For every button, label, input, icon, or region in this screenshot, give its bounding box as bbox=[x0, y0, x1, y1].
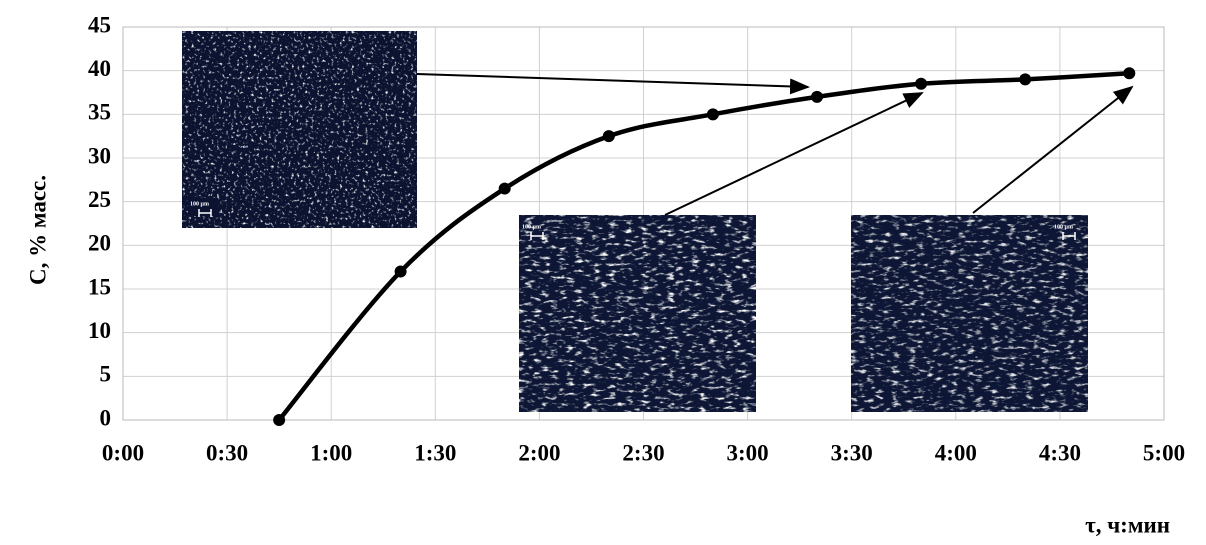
x-tick-label: 5:00 bbox=[1143, 440, 1185, 465]
data-point bbox=[915, 77, 928, 90]
y-tick-label: 45 bbox=[88, 12, 111, 37]
photo-texture bbox=[519, 215, 756, 412]
data-point bbox=[811, 90, 823, 103]
series-line bbox=[277, 71, 1130, 422]
plot-border bbox=[122, 26, 1165, 421]
y-tick-label: 10 bbox=[88, 318, 111, 343]
y-tick-label: 20 bbox=[88, 231, 111, 256]
y-tick-label: 15 bbox=[88, 274, 111, 299]
y-tick-label: 0 bbox=[100, 405, 112, 430]
y-tick-label: 5 bbox=[100, 362, 112, 387]
x-tick-label: 1:30 bbox=[414, 440, 456, 465]
x-tick-label: 2:00 bbox=[518, 440, 560, 465]
photo-texture bbox=[851, 215, 1088, 412]
data-point bbox=[1123, 67, 1136, 80]
data-point bbox=[273, 414, 286, 426]
data-point bbox=[602, 130, 615, 143]
data-point bbox=[394, 265, 407, 278]
micrograph: 100 µm bbox=[519, 215, 756, 412]
x-tick-label: 1:00 bbox=[310, 440, 352, 465]
scale-label: 100 µm bbox=[1054, 224, 1073, 230]
x-tick-label: 3:00 bbox=[727, 440, 769, 465]
data-point bbox=[1019, 73, 1032, 86]
x-tick-label: 3:30 bbox=[831, 440, 873, 465]
micrograph: 100 µm bbox=[182, 31, 417, 228]
y-tick-label: 40 bbox=[88, 56, 111, 81]
y-tick-label: 25 bbox=[88, 187, 111, 212]
y-tick-label: 35 bbox=[88, 100, 111, 125]
scale-bar bbox=[198, 209, 212, 217]
arrow bbox=[972, 85, 1134, 214]
x-tick-label: 2:30 bbox=[622, 440, 664, 465]
x-tick-label: 0:30 bbox=[206, 440, 248, 465]
x-tick-label: 4:30 bbox=[1039, 440, 1081, 465]
micrograph: 100 µm bbox=[851, 215, 1088, 412]
data-point bbox=[498, 182, 511, 195]
x-axis-label: τ, ч:мин bbox=[1085, 512, 1170, 537]
arrow bbox=[664, 92, 924, 216]
x-tick-label: 0:00 bbox=[102, 440, 144, 465]
scale-label: 100 µm bbox=[190, 201, 209, 207]
scale-bar bbox=[1062, 232, 1076, 240]
photo-texture bbox=[182, 31, 417, 228]
scale-label: 100 µm bbox=[522, 224, 541, 230]
data-point bbox=[706, 108, 719, 121]
micrographs: 100 µm 100 µm 100 µm bbox=[182, 31, 1134, 412]
scale-bar bbox=[530, 232, 544, 240]
y-tick-label: 30 bbox=[88, 143, 111, 168]
arrow bbox=[416, 73, 810, 95]
y-axis-label: C, % масс. bbox=[25, 175, 50, 285]
x-tick-label: 4:00 bbox=[935, 440, 977, 465]
